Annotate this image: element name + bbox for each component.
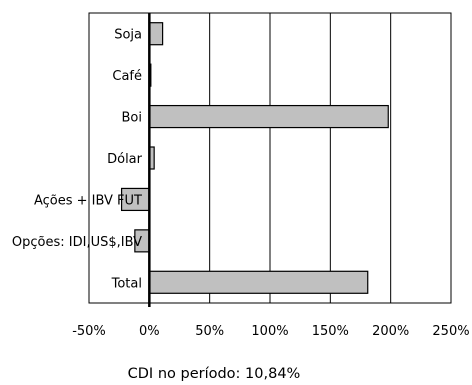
- gridlines: [209, 13, 392, 303]
- x-tick-labels: -50% 0% 50% 100% 150% 200% 250%: [72, 324, 469, 339]
- chart-caption: CDI no período: 10,84%: [128, 366, 301, 382]
- category-label: Dólar: [107, 152, 143, 167]
- category-labels: Soja Café Boi Dólar Ações + IBV FUT Opções: I…: [12, 28, 143, 292]
- x-tick-label: 250%: [432, 324, 469, 339]
- category-label: Boi: [122, 111, 142, 126]
- x-tick-label: 100%: [251, 324, 288, 339]
- bar: [148, 22, 164, 46]
- x-tick-label: 0%: [139, 324, 160, 339]
- category-label: Café: [112, 69, 142, 84]
- category-label: Total: [111, 276, 142, 291]
- x-tick-label: -50%: [72, 324, 106, 339]
- x-tick-label: 150%: [312, 324, 349, 339]
- x-tick-label: 50%: [195, 324, 224, 339]
- category-label: Soja: [114, 28, 142, 43]
- x-tick-label: 200%: [372, 324, 409, 339]
- bar: [148, 270, 369, 294]
- category-label: Opções: IDI,US$,IBV: [12, 235, 142, 250]
- category-label: Ações + IBV FUT: [34, 193, 142, 208]
- bar: [148, 104, 389, 129]
